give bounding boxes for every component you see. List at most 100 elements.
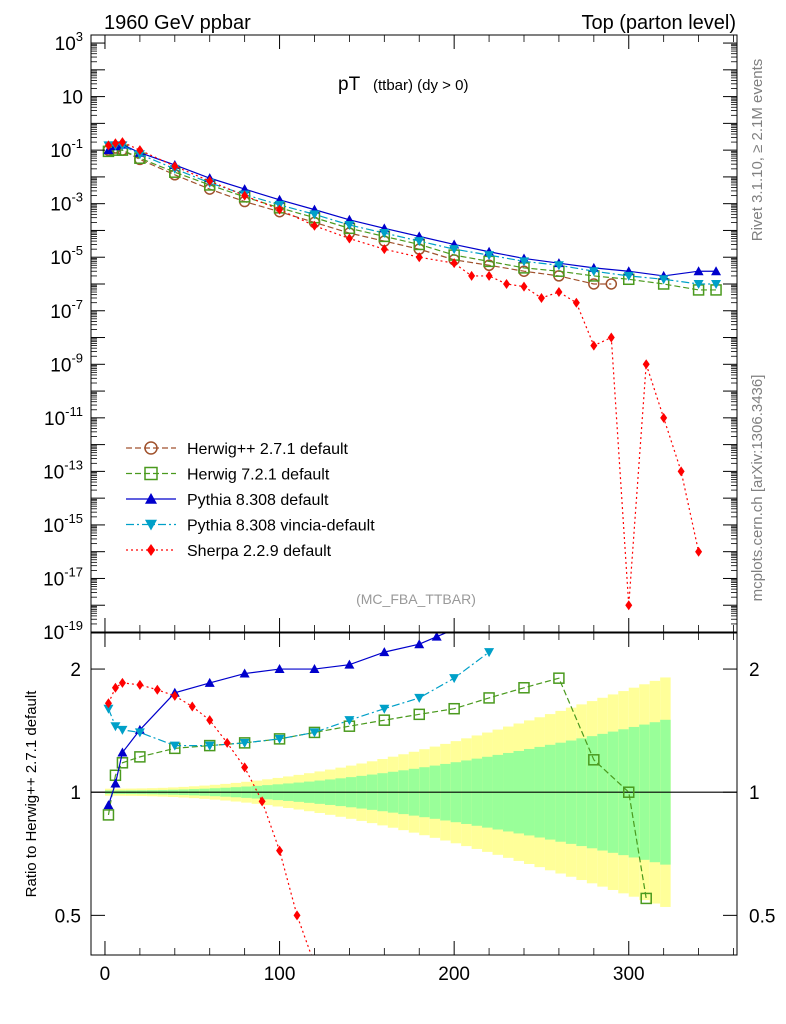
ratio-y-tick-label-right: 2 xyxy=(749,660,760,681)
ratio-point xyxy=(378,714,391,726)
ratio-point xyxy=(103,704,114,714)
ratio-point xyxy=(134,728,145,738)
y-tick-label: 10-1 xyxy=(50,136,83,162)
ratio-point xyxy=(206,715,214,726)
ratio-plot-frame xyxy=(90,632,738,956)
data-point xyxy=(642,359,650,370)
y-tick-label: 10-7 xyxy=(50,297,83,323)
rivet-label: Rivet 3.1.10, ≥ 2.1M events xyxy=(749,59,766,242)
ratio-point xyxy=(117,725,128,735)
y-tick-label: 10-13 xyxy=(43,457,83,483)
x-tick-label: 0 xyxy=(100,964,111,985)
legend-marker xyxy=(144,441,158,455)
ratio-point xyxy=(153,684,161,695)
ratio-point xyxy=(293,910,301,921)
ratio-plot-marks xyxy=(91,633,737,955)
main-plot-marks xyxy=(102,137,722,611)
x-tick-label: 300 xyxy=(613,964,645,985)
ratio-point xyxy=(553,672,565,684)
ratio-point xyxy=(274,734,285,744)
data-point xyxy=(588,267,599,277)
legend: Herwig++ 2.7.1 default Herwig 7.2.1 defau… xyxy=(126,441,375,560)
series-0 xyxy=(102,142,618,290)
ratio-point xyxy=(309,728,320,738)
y-tick-label: 10-17 xyxy=(43,564,83,590)
data-point xyxy=(572,297,580,308)
ratio-y-label: Ratio to Herwig++ 2.7.1 default xyxy=(23,690,40,898)
ratio-series-0 xyxy=(102,672,652,905)
y-tick-label: 10 xyxy=(62,88,83,109)
ratio-point xyxy=(448,702,460,715)
ratio-point xyxy=(110,722,121,732)
data-point xyxy=(553,261,564,271)
ratio-point xyxy=(413,708,425,721)
data-point xyxy=(450,258,458,269)
ratio-point xyxy=(116,757,129,769)
ratio-y-tick-label: 2 xyxy=(70,660,81,681)
data-point xyxy=(503,278,511,289)
main-plot-frame xyxy=(90,34,738,633)
mcplots-label: mcplots.cern.ch [arXiv:1306.3436] xyxy=(749,375,766,602)
ratio-point xyxy=(414,639,425,649)
legend-marker xyxy=(144,466,158,481)
ratio-axes: 0.5 0.5 1 1 2 2 0 100 200 300 xyxy=(55,35,775,985)
ratio-point xyxy=(258,796,266,807)
data-point xyxy=(623,271,634,281)
data-point xyxy=(468,270,476,281)
ratio-y-tick-label: 1 xyxy=(70,783,81,804)
plot-title-main: pT xyxy=(338,74,361,95)
watermark: (MC_FBA_TTBAR) xyxy=(356,591,476,607)
legend-label: Pythia 8.308 default xyxy=(187,492,329,509)
y-tick-label: 10-19 xyxy=(43,618,83,644)
legend-item: Sherpa 2.2.9 default xyxy=(126,543,332,560)
legend-marker xyxy=(145,519,157,531)
data-point xyxy=(711,266,722,276)
y-tick-label: 10-5 xyxy=(50,243,83,269)
ratio-point xyxy=(111,682,119,693)
ratio-point xyxy=(588,754,600,766)
legend-item: Pythia 8.308 default xyxy=(126,492,329,509)
ratio-point xyxy=(483,692,495,704)
y-tick-label: 10-3 xyxy=(50,190,83,216)
data-point xyxy=(605,278,618,290)
data-point xyxy=(309,210,320,220)
ratio-point xyxy=(414,693,425,703)
series-line xyxy=(108,144,717,285)
x-tick-label: 200 xyxy=(438,964,470,985)
ratio-point xyxy=(117,747,128,757)
ratio-point xyxy=(344,659,355,669)
ratio-point xyxy=(518,682,530,694)
legend-label: Pythia 8.308 vincia-default xyxy=(187,518,375,535)
ratio-point xyxy=(640,892,652,905)
series-line xyxy=(108,147,612,285)
data-point xyxy=(276,204,284,215)
ratio-point xyxy=(274,664,285,674)
legend-label: Herwig++ 2.7.1 default xyxy=(187,441,349,458)
legend-item: Pythia 8.308 vincia-default xyxy=(126,518,375,535)
ratio-line xyxy=(107,682,312,955)
main-plot: 103 10 10-1 10-3 10-5 10-7 10-9 10-11 10-13 10-15… xyxy=(43,29,738,644)
data-point xyxy=(484,251,495,261)
ratio-point xyxy=(102,809,115,821)
series-line xyxy=(108,144,717,277)
ratio-y-tick-label: 0.5 xyxy=(55,906,81,927)
y-tick-label: 10-9 xyxy=(50,350,83,376)
ratio-point xyxy=(169,741,180,751)
series-4 xyxy=(104,137,703,611)
ratio-line xyxy=(107,633,448,806)
ratio-point xyxy=(431,633,442,641)
data-point xyxy=(206,176,214,187)
ratio-point xyxy=(309,664,320,674)
data-point xyxy=(711,279,722,289)
ratio-point xyxy=(204,677,215,687)
data-point xyxy=(344,220,355,230)
ratio-point xyxy=(104,698,112,709)
data-point xyxy=(693,279,704,289)
data-point xyxy=(658,275,669,285)
x-tick-label: 100 xyxy=(264,964,296,985)
data-point xyxy=(380,244,388,255)
series-line xyxy=(108,149,717,291)
series-line xyxy=(108,141,700,606)
y-tick-label: 103 xyxy=(55,29,83,55)
